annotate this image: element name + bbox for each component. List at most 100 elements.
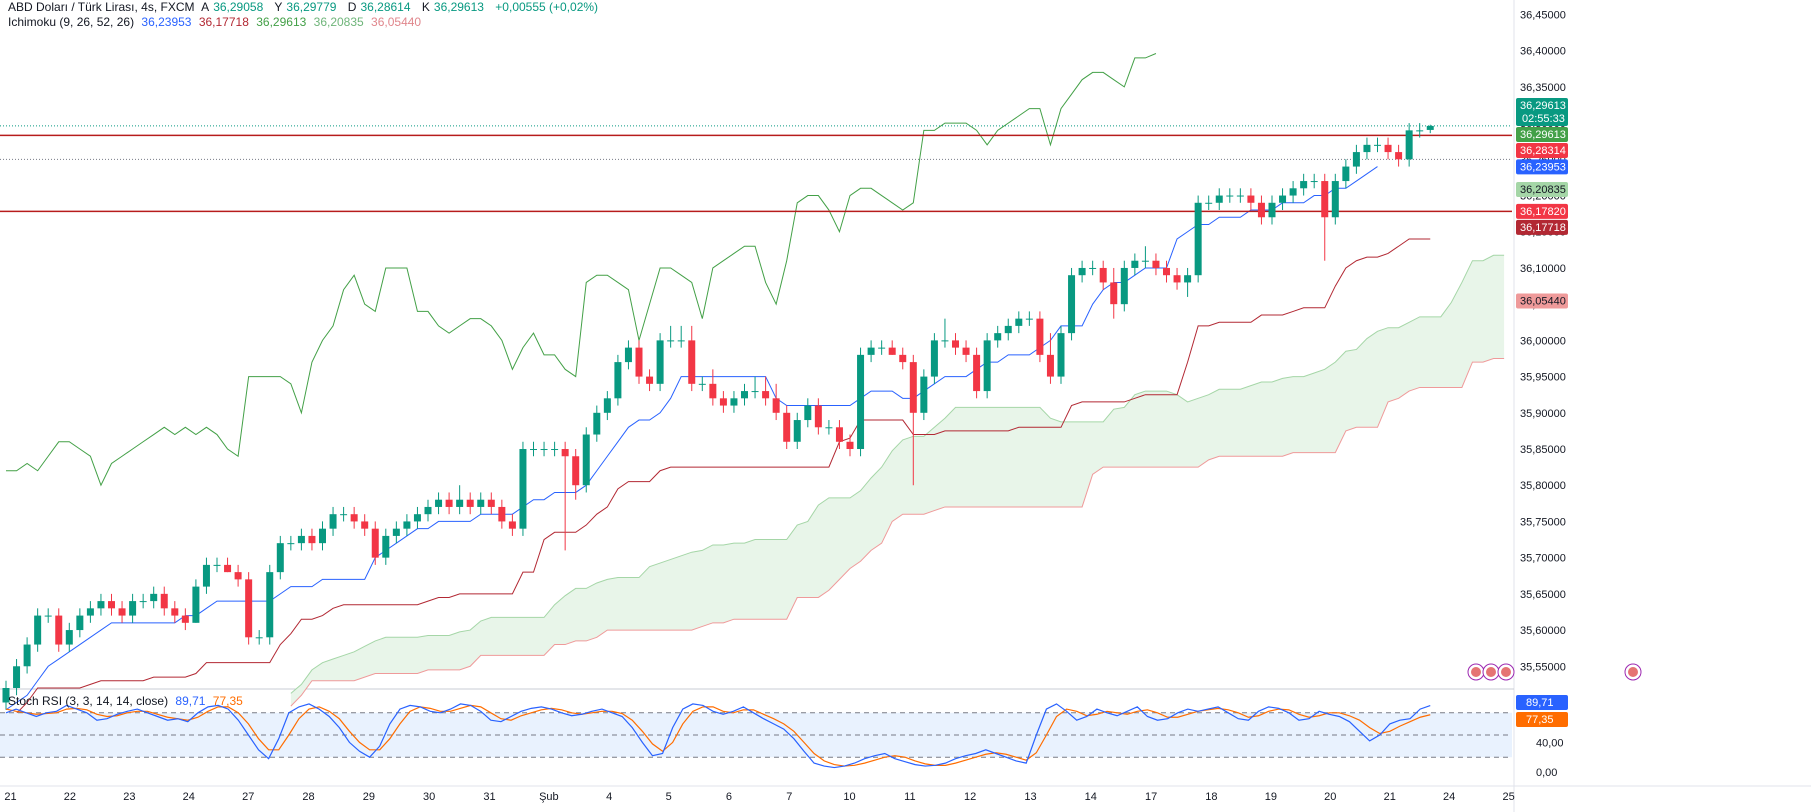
- time-tick-label: 6: [726, 791, 732, 803]
- stoch-k-value: 89,71: [175, 694, 206, 708]
- candle-body: [688, 340, 696, 384]
- candle-body: [234, 572, 242, 580]
- price-tick-label: 35,60000: [1520, 625, 1566, 637]
- candle-body: [118, 608, 126, 616]
- candle-body: [603, 398, 611, 413]
- candle-body: [139, 601, 147, 603]
- symbol-legend: ABD Doları / Türk Lirası, 4s, FXCM A 36,2…: [8, 0, 602, 15]
- candle-body: [13, 666, 21, 688]
- ichimoku-legend[interactable]: Ichimoku (9, 26, 52, 26) 36,23953 36,177…: [8, 15, 425, 30]
- price-tick-label: 35,65000: [1520, 589, 1566, 601]
- time-tick-label: Şub: [539, 791, 559, 803]
- candle-body: [202, 564, 210, 587]
- candle-body: [983, 340, 991, 392]
- candle-body: [1131, 260, 1139, 268]
- candle-body: [1384, 144, 1392, 153]
- candle-body: [456, 499, 464, 507]
- stoch-tick-label: 40,00: [1536, 737, 1564, 749]
- candle-body: [741, 391, 748, 399]
- ichimoku-lagging-value: 36,29613: [256, 15, 307, 29]
- stoch-rsi-label: Stoch RSI (3, 3, 14, 14, close): [8, 694, 169, 708]
- price-badge: [1516, 159, 1568, 175]
- time-tick-label: 10: [843, 791, 855, 803]
- candle-body: [572, 456, 580, 486]
- price-badge: [1516, 293, 1568, 309]
- candle-body: [329, 514, 337, 529]
- time-tick-label: 7: [786, 791, 792, 803]
- low-value: D 36,28614: [347, 0, 411, 14]
- time-tick-label: 5: [666, 791, 672, 803]
- candle-body: [1046, 354, 1054, 377]
- time-tick-label: 25: [1502, 791, 1514, 803]
- ichimoku-span-a-line: [290, 254, 1505, 694]
- candle-body: [1163, 267, 1170, 276]
- open-value: A 36,29058: [201, 0, 264, 14]
- candle-body: [624, 347, 632, 363]
- time-tick-label: 24: [183, 791, 195, 803]
- candle-body: [97, 601, 105, 609]
- candle-body: [181, 615, 189, 623]
- candle-body: [1289, 188, 1297, 196]
- stoch-d-value: 77,35: [212, 694, 243, 708]
- candle-body: [1025, 318, 1033, 320]
- candle-body: [825, 427, 833, 429]
- stoch-rsi-d-line: [5, 704, 1431, 767]
- price-tick-label: 35,75000: [1520, 516, 1566, 528]
- candle-body: [930, 340, 938, 377]
- candle-body: [719, 398, 727, 406]
- candle-body: [593, 412, 601, 435]
- candle-body: [192, 586, 200, 623]
- time-tick-label: 24: [1443, 791, 1455, 803]
- candle-body: [899, 354, 907, 363]
- candle-body: [1310, 181, 1318, 183]
- ichimoku-span-b-line: [290, 357, 1505, 707]
- price-tick-label: 35,95000: [1520, 372, 1566, 384]
- candle-body: [287, 543, 295, 545]
- candle-body: [614, 362, 622, 399]
- time-tick-label: 28: [302, 791, 314, 803]
- price-badge: [1516, 143, 1568, 158]
- event-flag-icon-inner: [1471, 667, 1481, 677]
- candle-body: [920, 376, 928, 413]
- candle-body: [171, 608, 179, 616]
- candle-body: [1004, 325, 1012, 334]
- candle-body: [44, 615, 52, 617]
- candle-body: [424, 506, 432, 515]
- candle-body: [297, 535, 305, 544]
- price-badge: [1516, 181, 1568, 197]
- candle-body: [646, 376, 654, 384]
- candle-body: [308, 535, 316, 544]
- candle-body: [888, 347, 896, 355]
- candle-body: [667, 340, 675, 342]
- price-badge-label: 36,23953: [1520, 161, 1566, 173]
- candle-body: [1057, 333, 1065, 377]
- stoch-rsi-legend[interactable]: Stoch RSI (3, 3, 14, 14, close) 89,71 77…: [8, 694, 247, 709]
- candle-body: [213, 564, 221, 566]
- candle-body: [677, 340, 685, 342]
- candles-group: [2, 123, 1434, 710]
- candle-body: [1099, 267, 1107, 283]
- candle-body: [255, 637, 263, 639]
- candle-body: [266, 572, 274, 638]
- price-tick-label: 36,35000: [1520, 82, 1566, 94]
- candle-body: [582, 434, 590, 486]
- price-tick-label: 35,85000: [1520, 444, 1566, 456]
- candle-body: [86, 608, 94, 616]
- price-badge: [1516, 203, 1568, 219]
- candle-body: [403, 521, 411, 529]
- ichimoku-base-value: 36,17718: [198, 15, 249, 29]
- time-tick-label: 21: [1384, 791, 1396, 803]
- candle-body: [941, 340, 949, 342]
- candle-body: [656, 340, 664, 384]
- candle-body: [561, 449, 569, 457]
- candle-body: [1321, 181, 1329, 218]
- close-value: K 36,29613: [421, 0, 484, 14]
- candle-body: [730, 398, 738, 406]
- candle-body: [1173, 275, 1181, 283]
- price-badge: [1516, 219, 1568, 235]
- candle-body: [340, 514, 348, 516]
- candle-body: [698, 383, 706, 385]
- candle-body: [435, 499, 443, 507]
- candle-body: [1089, 267, 1097, 269]
- countdown-label: 02:55:33: [1522, 113, 1565, 125]
